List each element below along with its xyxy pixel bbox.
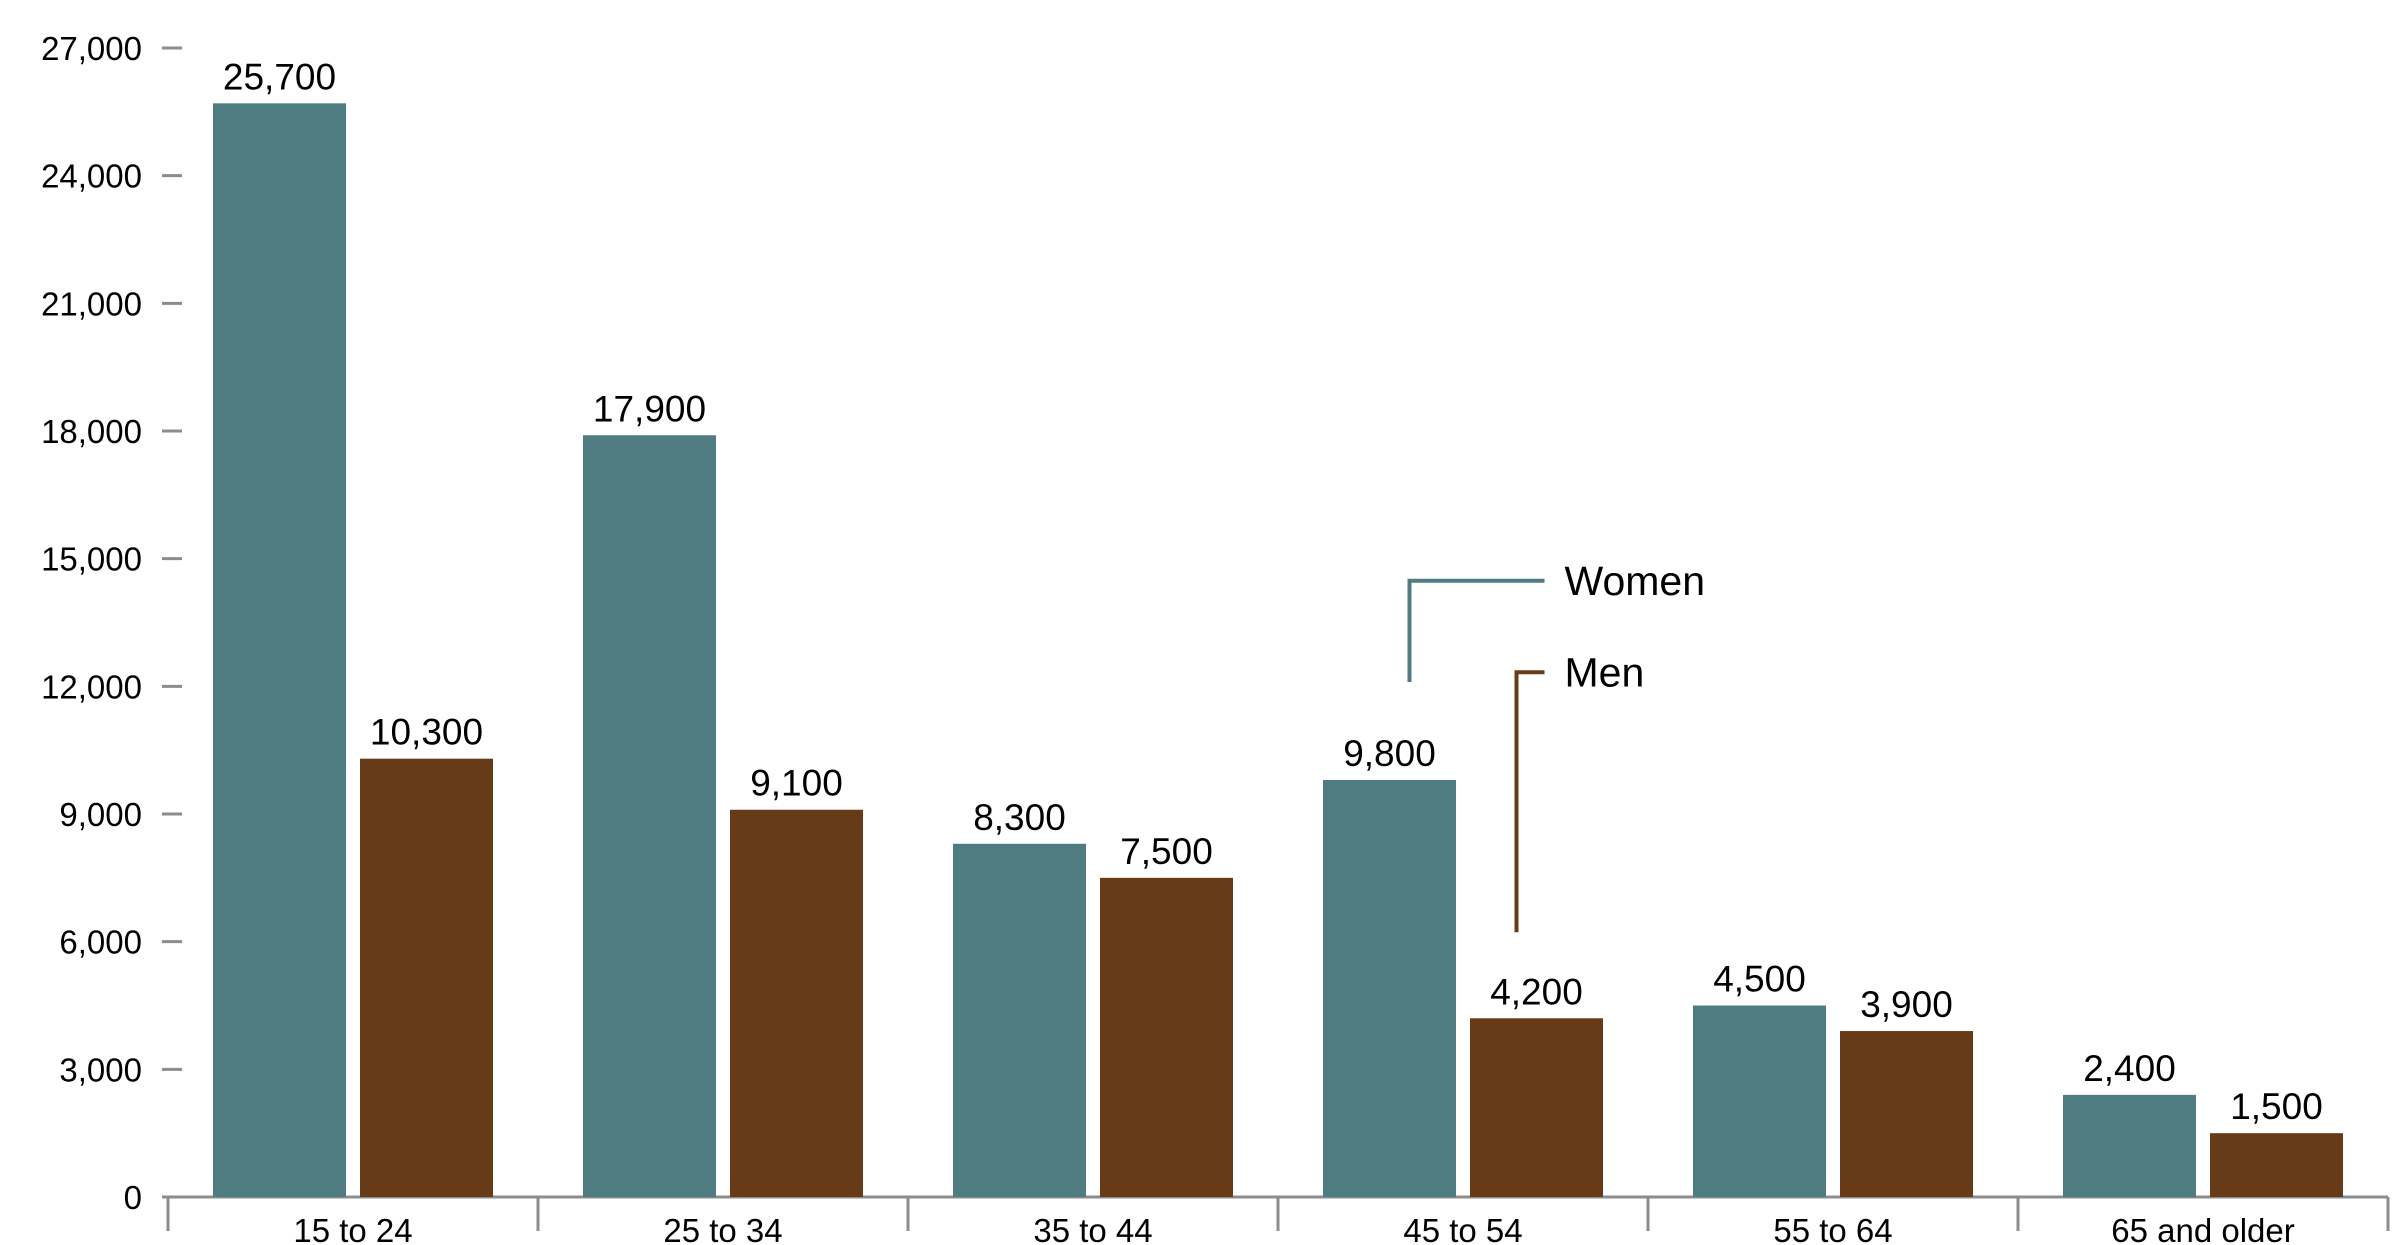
- legend: Women Men: [1407, 558, 1706, 933]
- legend-label-women: Women: [1565, 558, 1706, 604]
- legend-callout-women: [1407, 578, 1545, 682]
- data-label-men: 4,200: [1490, 971, 1583, 1012]
- bar-women: [583, 435, 716, 1197]
- y-tick-label: 15,000: [41, 541, 142, 578]
- bar-women: [953, 843, 1086, 1197]
- x-tick-label: 35 to 44: [1033, 1212, 1152, 1245]
- bar-men: [360, 758, 493, 1197]
- data-label-men: 10,300: [370, 712, 483, 753]
- y-tick-label: 18,000: [41, 413, 142, 450]
- bar-women: [1323, 779, 1456, 1197]
- bar-women: [1693, 1005, 1826, 1197]
- data-label-men: 1,500: [2230, 1086, 2323, 1127]
- y-tick-label: 24,000: [41, 158, 142, 195]
- data-label-women: 8,300: [973, 797, 1066, 838]
- bar-men: [1100, 877, 1233, 1197]
- y-tick-label: 9,000: [59, 796, 142, 833]
- data-label-women: 2,400: [2083, 1048, 2176, 1089]
- y-tick-label: 12,000: [41, 668, 142, 705]
- data-label-women: 17,900: [593, 388, 706, 429]
- legend-callout-men: [1514, 670, 1545, 933]
- data-label-women: 9,800: [1343, 733, 1436, 774]
- y-tick-label: 21,000: [41, 285, 142, 322]
- y-tick-label: 0: [124, 1179, 142, 1216]
- x-tick-label: 55 to 64: [1773, 1212, 1892, 1245]
- bars: [213, 103, 2343, 1197]
- x-tick-label: 45 to 54: [1403, 1212, 1522, 1245]
- data-label-men: 3,900: [1860, 984, 1953, 1025]
- legend-label-men: Men: [1565, 649, 1645, 695]
- bar-women: [2063, 1094, 2196, 1197]
- data-label-men: 9,100: [750, 763, 843, 804]
- x-axis: 15 to 24 25 to 34 35 to 44 45 to 54 55 to 64…: [166, 1195, 2390, 1245]
- bar-women: [213, 103, 346, 1197]
- bar-men: [1840, 1031, 1973, 1197]
- data-labels: 25,700 10,300 17,900 9,100 8,300 7,500 9,800 4,…: [223, 56, 2323, 1127]
- bar-men: [2210, 1133, 2343, 1197]
- x-tick-label: 65 and older: [2111, 1212, 2294, 1245]
- data-label-women: 4,500: [1713, 959, 1806, 1000]
- bar-men: [1470, 1018, 1603, 1197]
- x-tick-label: 25 to 34: [663, 1212, 782, 1245]
- y-tick-label: 3,000: [59, 1051, 142, 1088]
- y-tick-label: 6,000: [59, 924, 142, 961]
- y-tick-label: 27,000: [41, 30, 142, 67]
- data-label-men: 7,500: [1120, 831, 1213, 872]
- y-axis: 0 3,000 6,000 9,000 12,000 15,000 18,000 21,000…: [41, 30, 182, 1216]
- x-tick-label: 15 to 24: [293, 1212, 412, 1245]
- bar-men: [730, 809, 863, 1197]
- data-label-women: 25,700: [223, 56, 336, 97]
